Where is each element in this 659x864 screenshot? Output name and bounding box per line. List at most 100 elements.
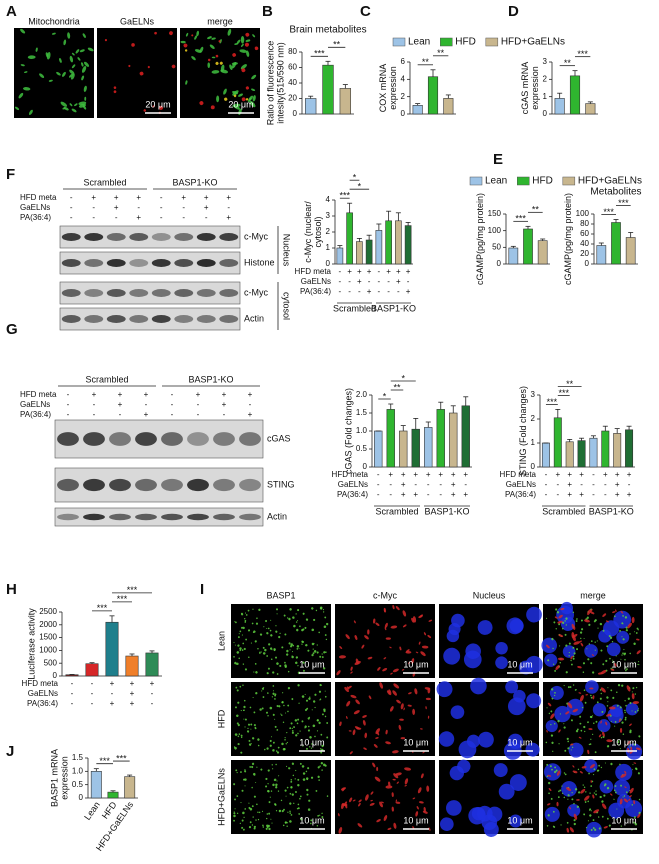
signal	[326, 722, 329, 724]
signal	[81, 75, 85, 81]
signal	[244, 808, 247, 810]
signal	[300, 738, 302, 741]
signal	[566, 737, 569, 740]
blot-band	[187, 513, 209, 521]
treatment-sign: -	[151, 689, 154, 698]
bar	[436, 409, 445, 468]
signal	[552, 647, 554, 650]
signal	[257, 818, 260, 821]
signal	[393, 773, 399, 779]
legend-swatch	[517, 176, 530, 186]
signal	[279, 664, 282, 667]
signal	[627, 622, 632, 629]
significance-label: *	[353, 173, 357, 183]
signal	[244, 621, 247, 623]
panel-letter: A	[6, 3, 17, 20]
signal	[602, 663, 605, 666]
signal	[616, 630, 630, 644]
treatment-sign: -	[358, 287, 361, 296]
signal	[352, 799, 356, 802]
signal	[548, 712, 551, 715]
signal	[556, 611, 560, 614]
signal	[237, 735, 240, 738]
signal	[304, 725, 307, 728]
signal	[143, 109, 147, 112]
signal	[211, 56, 216, 59]
signal	[631, 804, 634, 806]
signal	[78, 101, 87, 106]
signal	[625, 669, 627, 672]
signal	[596, 640, 598, 642]
signal	[586, 648, 588, 650]
blot-band	[135, 432, 157, 446]
signal	[570, 655, 573, 660]
signal	[593, 773, 595, 776]
signal	[311, 743, 313, 745]
signal	[552, 663, 555, 665]
signal	[269, 744, 272, 747]
signal	[51, 32, 56, 35]
signal	[28, 109, 33, 116]
signal	[373, 618, 376, 624]
signal	[265, 620, 268, 623]
signal	[580, 628, 584, 631]
significance-label: ***	[603, 207, 614, 217]
signal	[560, 824, 562, 826]
signal	[253, 724, 256, 727]
signal	[587, 658, 590, 661]
signal	[634, 711, 637, 713]
signal	[582, 784, 584, 786]
treatment-sign: +	[567, 470, 572, 479]
signal	[131, 43, 135, 47]
blot-band	[174, 315, 194, 323]
signal	[251, 765, 254, 769]
treatment-sign: -	[604, 490, 607, 499]
signal	[613, 789, 616, 792]
signal	[598, 827, 601, 830]
signal	[311, 628, 315, 632]
treatment-label: GaELNs	[301, 277, 331, 286]
signal	[243, 718, 245, 720]
blot-band	[83, 432, 105, 446]
signal	[364, 732, 368, 739]
signal	[566, 821, 569, 824]
treatment-sign: +	[567, 490, 572, 499]
y-tick-label: 50	[492, 242, 501, 251]
treatment-sign: -	[389, 480, 392, 489]
treatment-sign: -	[339, 287, 342, 296]
signal	[275, 608, 279, 611]
signal	[20, 28, 26, 34]
signal	[294, 719, 298, 722]
signal	[583, 689, 586, 692]
signal	[385, 637, 391, 640]
signal	[241, 826, 244, 829]
treatment-sign: +	[181, 193, 186, 202]
signal	[278, 635, 281, 639]
panel-letter: E	[493, 151, 503, 168]
compartment-label: Nucleus	[282, 234, 292, 267]
signal	[297, 803, 300, 806]
signal	[295, 769, 297, 772]
legend-label: HFD	[532, 176, 553, 187]
signal	[241, 68, 246, 73]
treatment-sign: -	[592, 490, 595, 499]
signal	[253, 825, 256, 828]
treatment-sign: -	[464, 480, 467, 489]
treatment-sign: -	[119, 410, 122, 419]
signal	[291, 793, 294, 796]
treatment-sign: -	[70, 203, 73, 212]
bar	[386, 409, 395, 468]
signal	[579, 715, 582, 718]
signal	[438, 731, 455, 747]
signal	[411, 658, 415, 664]
bar	[395, 220, 402, 265]
treatment-sign: +	[144, 410, 149, 419]
signal	[324, 715, 327, 718]
signal	[609, 636, 613, 639]
signal	[272, 768, 274, 770]
signal	[250, 723, 253, 726]
treatment-label: HFD meta	[295, 267, 332, 276]
signal	[319, 655, 322, 658]
signal	[614, 785, 617, 787]
y-tick-label: 2000	[39, 620, 57, 629]
